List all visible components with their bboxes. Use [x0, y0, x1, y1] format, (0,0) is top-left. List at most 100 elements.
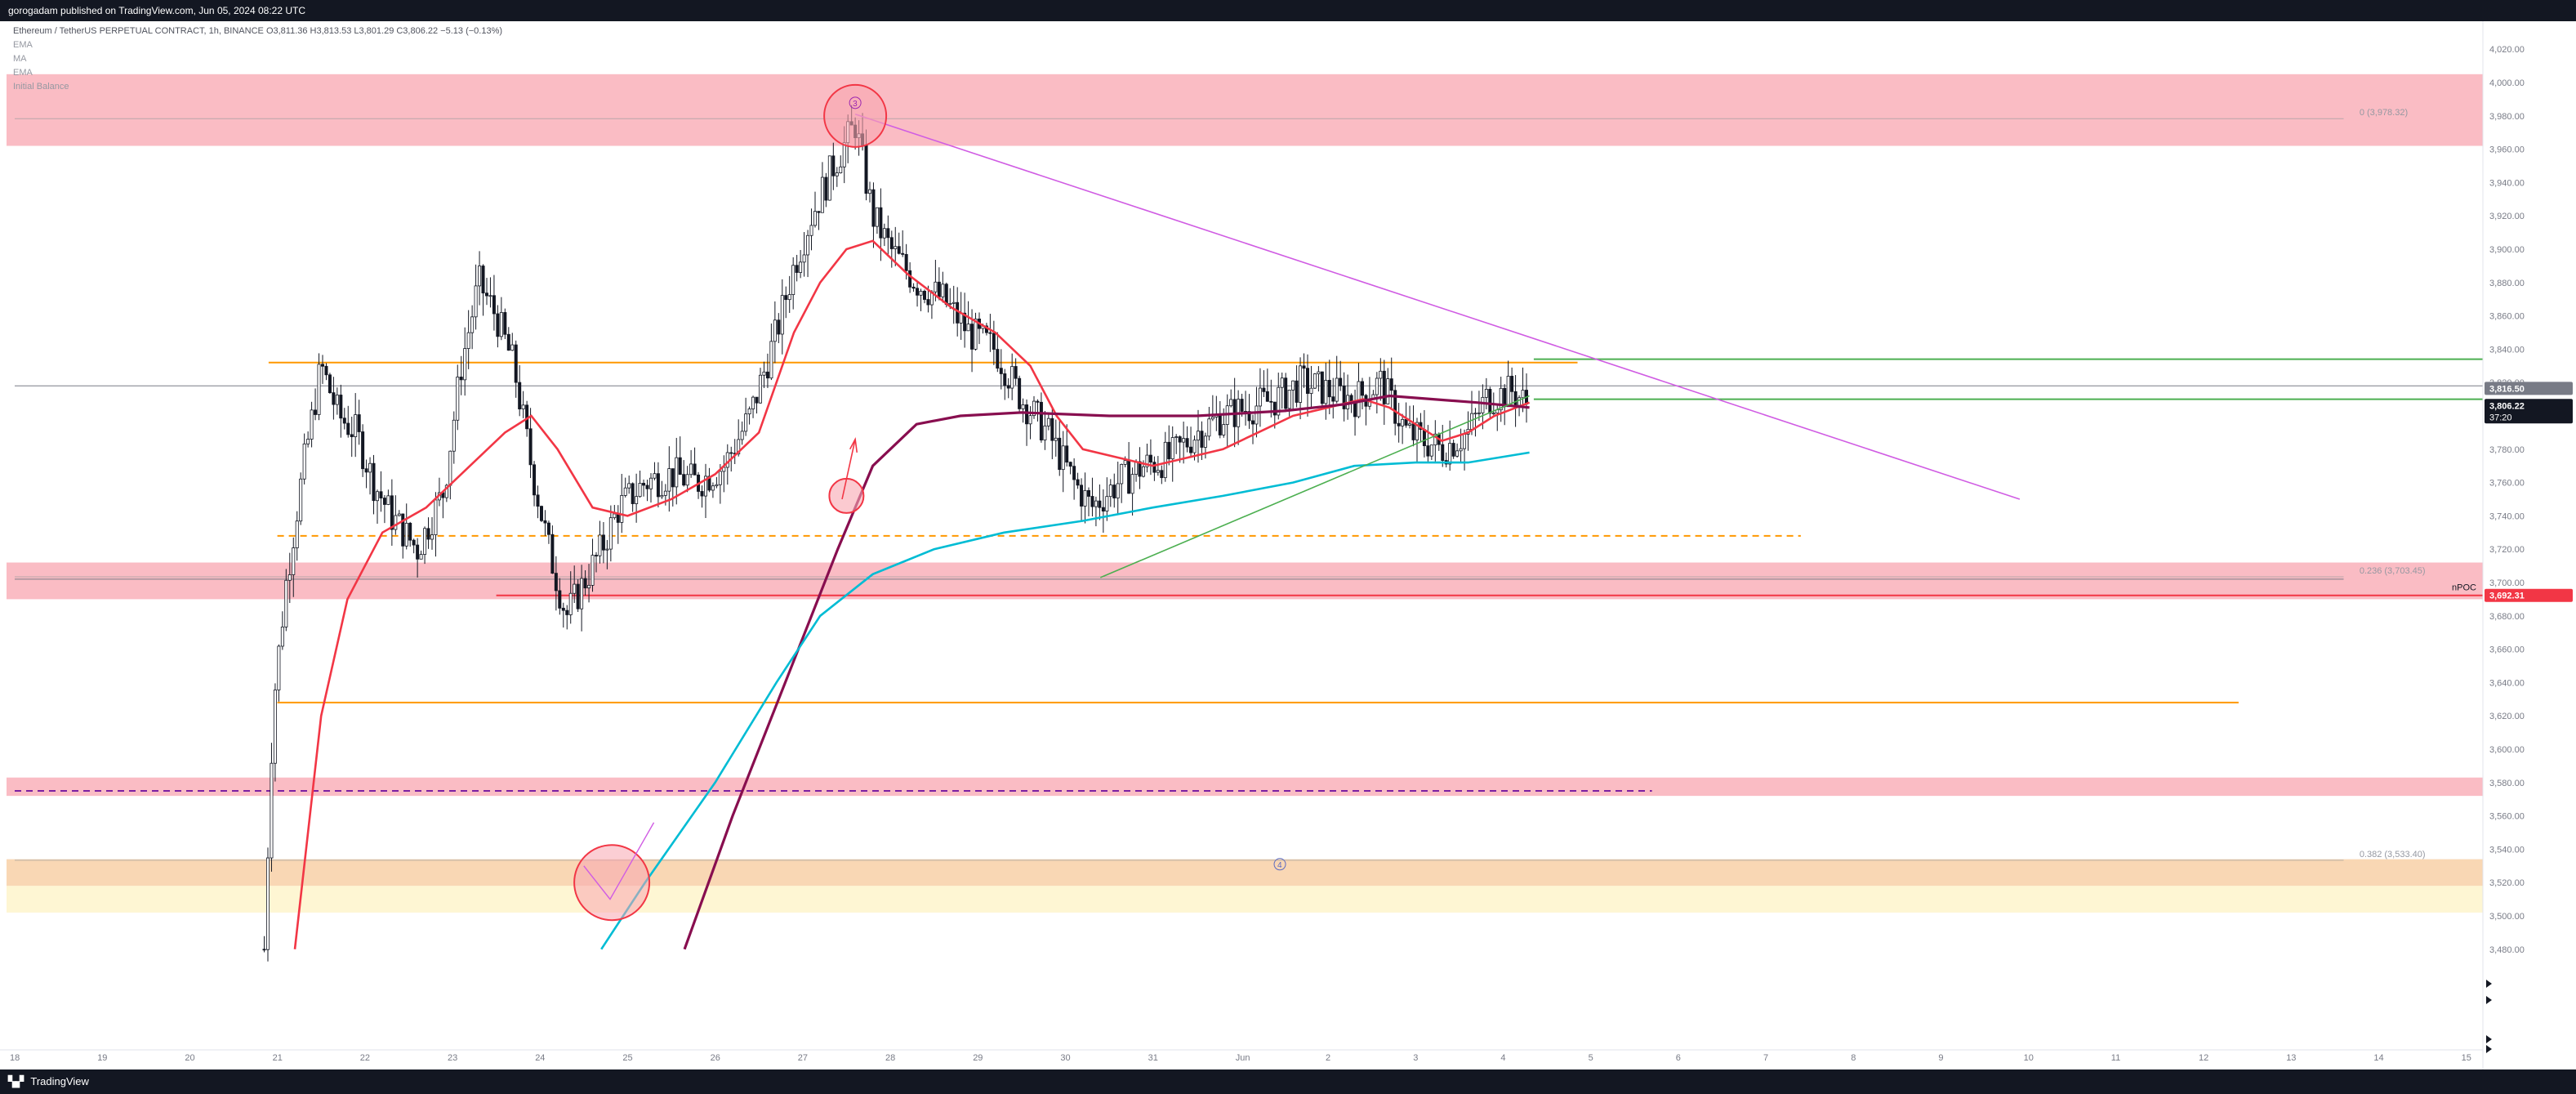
y-tick-label: 3,860.00 — [2489, 312, 2525, 322]
candle — [1145, 444, 1149, 473]
candle-body — [478, 266, 482, 287]
candle — [416, 538, 420, 578]
candle-body — [806, 234, 810, 256]
candle-body — [335, 395, 339, 405]
candle — [620, 474, 624, 534]
last-price-countdown: 37:20 — [2489, 413, 2512, 422]
tradingview-logo-icon[interactable]: ▚▞ — [8, 1075, 24, 1087]
descending-trendline — [854, 114, 2021, 500]
candle — [576, 579, 580, 613]
candle — [1003, 368, 1007, 400]
candle-body — [638, 483, 642, 498]
candle — [1313, 373, 1317, 390]
x-tick-label: 21 — [273, 1053, 283, 1063]
candle — [700, 485, 704, 508]
x-tick-label: 9 — [1938, 1053, 1943, 1063]
candle-body — [1207, 418, 1211, 437]
candle-body — [689, 463, 693, 476]
candle-body — [1506, 376, 1510, 408]
candle-body — [802, 254, 806, 263]
candle — [773, 301, 777, 364]
x-tick-label: 13 — [2286, 1053, 2296, 1063]
candle — [1481, 384, 1485, 430]
candle-body — [1032, 400, 1036, 417]
candle — [988, 314, 992, 352]
symbol-row[interactable]: Ethereum / TetherUS PERPETUAL CONTRACT, … — [13, 25, 502, 38]
candle — [675, 437, 679, 505]
candle-body — [430, 534, 434, 540]
candle-body — [824, 176, 828, 201]
candle — [295, 511, 299, 561]
y-tick-label: 3,980.00 — [2489, 112, 2525, 122]
candle-body — [554, 573, 558, 592]
candle-body — [280, 626, 284, 647]
candle-body — [678, 457, 682, 476]
candle-body — [777, 319, 781, 335]
marker-circle-mid — [828, 477, 865, 514]
candle-body — [394, 515, 398, 530]
x-tick-label: 7 — [1763, 1053, 1768, 1063]
candle — [310, 401, 314, 448]
candle-body — [397, 513, 401, 516]
candle-body — [1463, 434, 1467, 449]
candle-body — [1138, 461, 1142, 477]
candle — [394, 495, 398, 535]
candle — [1302, 353, 1306, 388]
candle-body — [1469, 413, 1473, 430]
indicator-initial-balance[interactable]: Initial Balance — [13, 82, 69, 92]
indicator-ma[interactable]: MA — [13, 54, 27, 64]
candle-body — [598, 534, 602, 556]
y-tick-label: 3,760.00 — [2489, 479, 2525, 489]
candle-body — [675, 457, 679, 488]
candle — [1160, 465, 1164, 484]
brand-name[interactable]: TradingView — [30, 1075, 89, 1087]
candle-body — [1255, 405, 1259, 425]
candle-body — [1415, 422, 1419, 440]
candle-body — [1010, 366, 1014, 389]
candle-body — [864, 145, 868, 194]
candle — [608, 505, 613, 562]
candle-body — [361, 431, 365, 470]
candle — [452, 411, 456, 464]
candle — [539, 505, 543, 523]
marker-number-4: 4 — [1277, 861, 1282, 870]
candle — [1317, 366, 1321, 392]
candle — [1408, 405, 1412, 429]
indicator-ema-1[interactable]: EMA — [13, 40, 33, 50]
y-tick-label: 3,880.00 — [2489, 279, 2525, 288]
candle-body — [817, 211, 821, 213]
candle-body — [565, 610, 569, 615]
candle-body — [1473, 413, 1477, 415]
candle — [707, 467, 711, 493]
candle-body — [922, 290, 926, 300]
candle-body — [773, 319, 777, 342]
indicator-ema-2[interactable]: EMA — [13, 68, 33, 78]
candle-body — [1518, 397, 1522, 406]
candle-body — [1295, 380, 1299, 403]
candle-body — [1222, 424, 1226, 435]
x-tick-label: 8 — [1851, 1053, 1856, 1063]
candle — [554, 556, 558, 611]
candle-body — [273, 690, 277, 764]
candle — [809, 208, 813, 251]
candle — [1401, 413, 1405, 444]
candle-body — [506, 333, 510, 351]
candle — [342, 408, 346, 430]
candle-body — [401, 513, 405, 547]
candle-body — [539, 506, 543, 521]
candle-body — [1287, 389, 1291, 409]
candle — [583, 569, 587, 596]
symbol-name[interactable]: Ethereum / TetherUS PERPETUAL CONTRACT, … — [13, 26, 264, 36]
candle-body — [1484, 389, 1488, 398]
candle-body — [488, 295, 492, 297]
candle-body — [897, 246, 901, 254]
candle-body — [1488, 389, 1492, 414]
candle-body — [332, 392, 336, 405]
gray-price-tag — [2485, 382, 2573, 395]
last-price-tag — [2485, 399, 2573, 424]
candle — [1262, 370, 1266, 397]
candle — [1510, 367, 1514, 405]
candle — [1039, 392, 1043, 443]
candle-body — [725, 452, 729, 468]
price-chart[interactable]: 0 (3,978.32) 0.236 (3,703.45) 0.382 (3,533… — [0, 21, 2576, 1069]
